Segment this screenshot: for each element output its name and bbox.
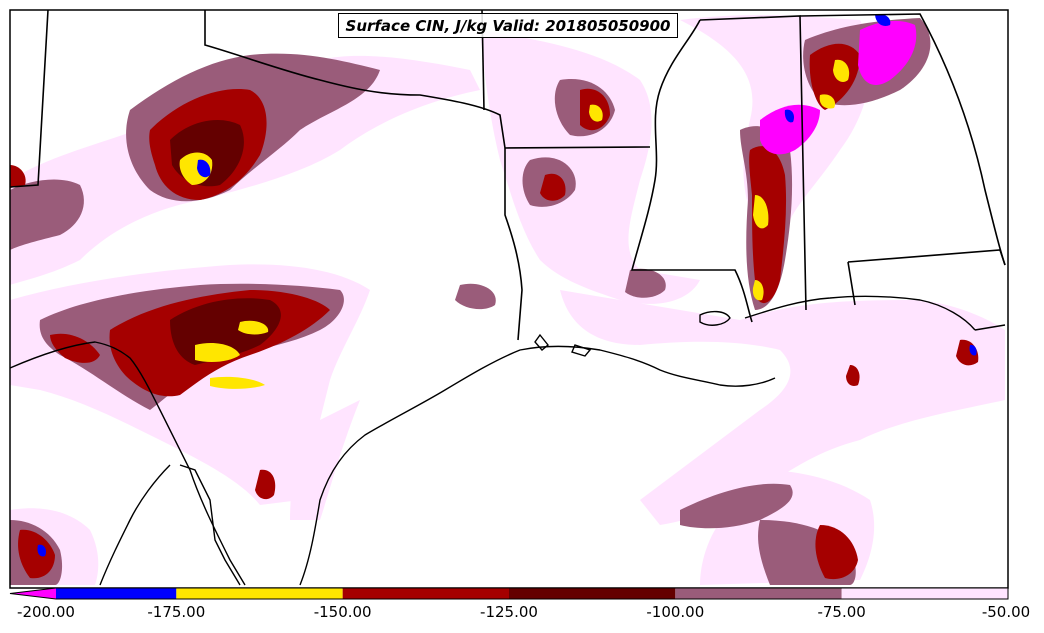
colorbar-tick-label: -100.00 (646, 603, 705, 621)
colorbar-segment-extend (10, 588, 56, 599)
colorbar-tick-label: -125.00 (480, 603, 538, 621)
colorbar-segment (56, 588, 177, 599)
colorbar-tick-label: -50.00 (981, 603, 1031, 621)
colorbar (9, 587, 1009, 600)
cin-blue-magenta-fields (37, 14, 977, 557)
colorbar-segment (675, 588, 842, 599)
colorbar-segment (176, 588, 343, 599)
colorbar-segment (841, 588, 1008, 599)
colorbar-segment (342, 588, 509, 599)
cin-red-fields (10, 43, 979, 580)
colorbar-tick-label: -175.00 (147, 603, 206, 621)
colorbar-tick-label: -75.00 (817, 603, 866, 621)
colorbar-tick-label: -200.00 (17, 603, 75, 621)
coastline (9, 295, 1006, 586)
map-title: Surface CIN, J/kg Valid: 201805050900 (338, 13, 678, 38)
colorbar-outline (9, 587, 1009, 600)
state-borders (9, 9, 1006, 341)
colorbar-tick-label: -150.00 (313, 603, 372, 621)
colorbar-segment (509, 588, 676, 599)
